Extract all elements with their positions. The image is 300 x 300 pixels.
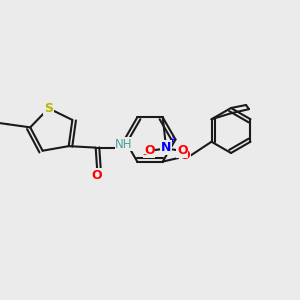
Text: O: O [144, 144, 154, 157]
Text: NH: NH [115, 137, 132, 151]
Text: O: O [92, 169, 103, 182]
Text: +: + [168, 135, 176, 145]
Text: S: S [44, 102, 53, 115]
Text: O: O [177, 144, 188, 157]
Text: O: O [179, 149, 190, 162]
Text: -: - [143, 149, 147, 159]
Text: N: N [160, 141, 171, 154]
